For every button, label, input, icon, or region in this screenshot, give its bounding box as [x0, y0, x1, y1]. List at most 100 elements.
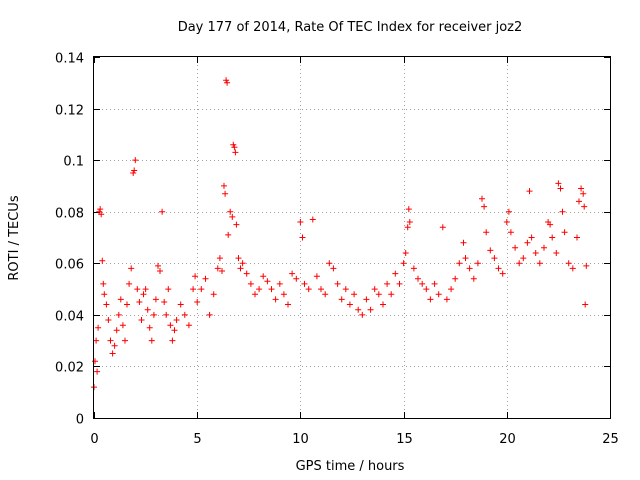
data-point — [512, 244, 519, 251]
data-point — [561, 229, 568, 236]
data-point — [549, 234, 556, 241]
data-point — [177, 301, 184, 308]
data-point — [583, 262, 590, 269]
data-point — [435, 291, 442, 298]
data-point — [268, 286, 275, 293]
data-point — [134, 286, 141, 293]
data-point — [239, 260, 246, 267]
data-point — [371, 286, 378, 293]
data-point — [252, 291, 258, 298]
data-point — [318, 286, 324, 293]
data-point — [520, 255, 527, 262]
data-point — [448, 286, 455, 293]
data-point — [214, 265, 221, 272]
data-point — [101, 291, 108, 298]
data-point — [202, 275, 209, 282]
data-point — [487, 247, 494, 254]
data-points — [91, 77, 590, 391]
data-point — [536, 260, 543, 267]
data-point — [402, 250, 409, 256]
data-point — [144, 306, 151, 313]
data-point — [181, 311, 188, 318]
data-point — [483, 229, 490, 236]
data-point — [222, 190, 229, 197]
data-point — [405, 206, 412, 213]
data-point — [165, 286, 172, 293]
data-point — [582, 301, 589, 308]
data-point — [367, 306, 374, 313]
data-point — [466, 265, 473, 272]
data-point — [301, 280, 308, 287]
data-point — [210, 291, 217, 298]
data-point — [299, 234, 306, 241]
y-tick-label: 0.04 — [55, 310, 84, 325]
data-point — [439, 224, 446, 231]
data-point — [230, 141, 237, 148]
data-point — [103, 301, 110, 308]
data-point — [427, 296, 434, 303]
data-point — [431, 280, 438, 287]
data-point — [553, 250, 560, 256]
x-tick-label: 0 — [90, 432, 98, 447]
data-point — [128, 265, 135, 272]
data-point — [338, 296, 345, 303]
data-point — [565, 260, 572, 267]
data-point — [404, 224, 411, 231]
data-point — [423, 286, 430, 293]
data-point — [388, 291, 395, 298]
data-point — [410, 265, 417, 272]
data-point — [313, 273, 320, 280]
data-point — [142, 286, 149, 293]
gridlines — [94, 57, 610, 418]
y-tick-label: 0.08 — [55, 207, 84, 222]
data-point — [346, 301, 353, 308]
data-point — [206, 311, 213, 318]
data-point — [97, 206, 104, 213]
data-point — [198, 286, 205, 293]
data-point — [100, 280, 107, 287]
data-point — [227, 208, 234, 215]
data-point — [400, 260, 407, 267]
data-point — [574, 234, 580, 241]
data-point — [334, 280, 341, 287]
data-point — [171, 327, 178, 334]
data-point — [243, 270, 250, 277]
data-point — [272, 296, 279, 303]
data-point — [152, 296, 159, 303]
data-point — [322, 291, 329, 298]
data-point — [474, 260, 481, 267]
data-point — [524, 239, 531, 246]
data-point — [216, 255, 223, 262]
data-point — [221, 182, 227, 189]
data-point — [224, 79, 231, 86]
data-point — [146, 324, 153, 331]
x-tick-label: 15 — [396, 432, 413, 447]
data-point — [94, 368, 101, 375]
data-point — [98, 211, 105, 218]
data-point — [559, 208, 566, 215]
data-point — [289, 270, 296, 277]
data-point — [580, 190, 587, 197]
data-point — [285, 301, 291, 308]
data-point — [470, 275, 477, 282]
data-point — [528, 234, 535, 241]
data-point — [481, 203, 488, 210]
data-point — [526, 188, 533, 195]
data-point — [280, 291, 287, 298]
data-point — [516, 260, 523, 267]
data-point — [117, 296, 124, 303]
data-point — [161, 299, 168, 305]
data-point — [237, 265, 244, 272]
data-point — [380, 301, 386, 308]
data-point — [247, 280, 254, 287]
data-point — [581, 203, 588, 210]
data-point — [223, 77, 230, 84]
data-point — [305, 286, 312, 293]
data-point — [136, 299, 143, 305]
data-point — [231, 144, 238, 151]
y-tick-label: 0 — [76, 413, 84, 428]
data-point — [555, 180, 562, 187]
data-point — [113, 327, 120, 334]
data-point — [190, 286, 197, 293]
